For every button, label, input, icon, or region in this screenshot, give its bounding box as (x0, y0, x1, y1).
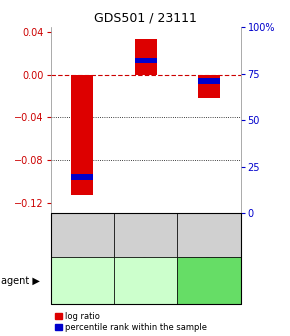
Text: GSM8762: GSM8762 (204, 213, 213, 257)
Bar (135, 39, 157, 75)
Text: agent ▶: agent ▶ (1, 276, 40, 286)
Text: GDS501 / 23111: GDS501 / 23111 (94, 12, 196, 25)
Text: IFNg: IFNg (71, 276, 94, 286)
Bar (71, 75, 93, 195)
Legend: log ratio, percentile rank within the sample: log ratio, percentile rank within the sa… (55, 312, 207, 332)
Text: IL4: IL4 (201, 276, 217, 286)
Bar (198, 78, 220, 84)
Text: GSM8757: GSM8757 (141, 213, 150, 257)
Text: GSM8752: GSM8752 (78, 213, 87, 257)
Bar (198, 75, 220, 98)
Bar (135, 58, 157, 63)
Bar (71, 174, 93, 180)
Text: TNFa: TNFa (133, 276, 158, 286)
